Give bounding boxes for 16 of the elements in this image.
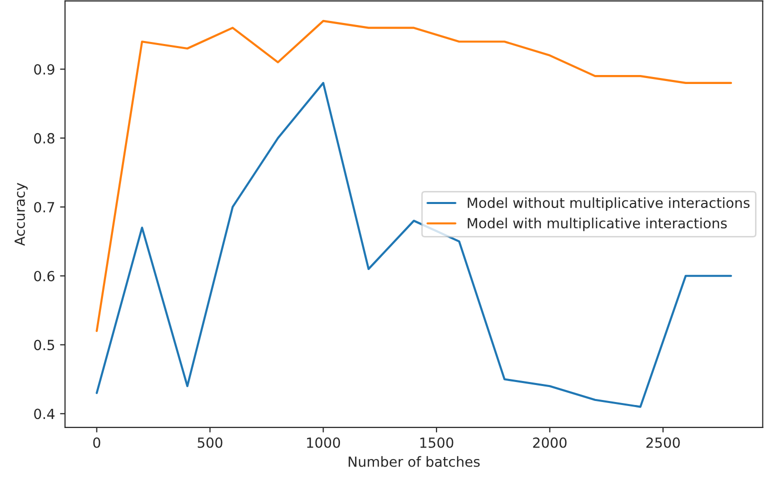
x-tick-label: 2000 [533, 437, 567, 448]
x-tick-label: 1500 [420, 437, 454, 448]
x-tick-label: 500 [198, 437, 222, 448]
legend-label: Model without multiplicative interactions [468, 197, 750, 211]
x-axis-title: Number of batches [348, 456, 480, 467]
y-tick-label: 0.8 [34, 133, 54, 144]
y-axis-title: Accuracy [14, 182, 28, 246]
y-tick-label: 0.7 [34, 202, 54, 212]
y-tick-label: 0.6 [34, 270, 54, 282]
y-tick-label: 0.9 [34, 64, 54, 75]
x-tick-label: 1000 [307, 437, 340, 448]
y-tick-label: 0.4 [34, 408, 55, 420]
y-tick-label: 0.5 [34, 340, 54, 350]
x-tick-label: 2500 [646, 437, 680, 448]
x-tick-label: 0 [93, 437, 100, 448]
legend-label: Model with multiplicative interactions [468, 218, 727, 232]
